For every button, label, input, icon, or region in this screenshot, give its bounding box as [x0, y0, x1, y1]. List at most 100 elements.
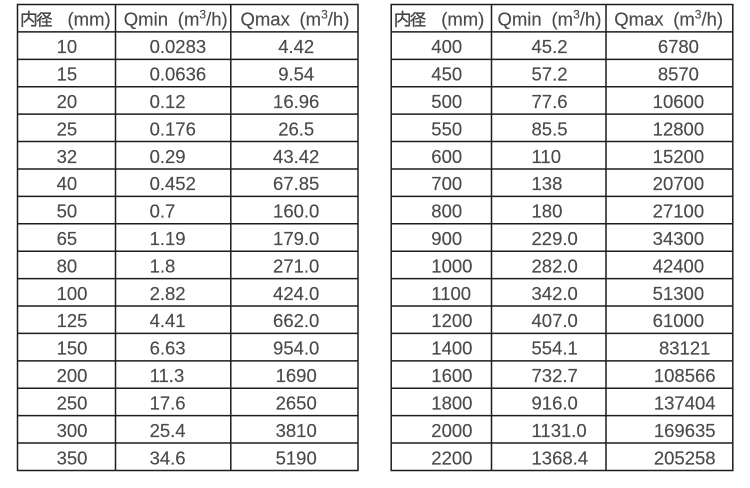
svg-text:407.0: 407.0 — [532, 310, 578, 331]
svg-text:3810: 3810 — [276, 420, 317, 441]
svg-text:8570: 8570 — [658, 64, 699, 85]
svg-text:Qmin: Qmin — [124, 9, 168, 30]
svg-text:900: 900 — [431, 228, 462, 249]
svg-text:61000: 61000 — [653, 310, 704, 331]
svg-text:(m3/h): (m3/h) — [552, 8, 602, 30]
svg-text:169635: 169635 — [654, 420, 716, 441]
svg-text:1.19: 1.19 — [150, 228, 186, 249]
svg-text:17.6: 17.6 — [150, 392, 186, 413]
svg-text:954.0: 954.0 — [273, 338, 319, 359]
svg-text:1400: 1400 — [431, 338, 472, 359]
svg-text:11.3: 11.3 — [150, 365, 185, 386]
svg-text:34300: 34300 — [653, 228, 704, 249]
svg-text:1200: 1200 — [431, 310, 472, 331]
svg-text:34.6: 34.6 — [150, 447, 186, 468]
svg-text:Qmax: Qmax — [241, 9, 291, 30]
svg-text:282.0: 282.0 — [532, 255, 578, 276]
svg-text:800: 800 — [431, 201, 462, 222]
svg-text:1800: 1800 — [431, 392, 472, 413]
svg-text:Qmax: Qmax — [614, 9, 664, 30]
svg-text:271.0: 271.0 — [273, 255, 319, 276]
svg-text:180: 180 — [532, 201, 563, 222]
svg-text:20: 20 — [57, 91, 78, 112]
svg-text:424.0: 424.0 — [273, 283, 319, 304]
svg-text:0.452: 0.452 — [150, 173, 196, 194]
svg-text:137404: 137404 — [654, 392, 716, 413]
svg-text:10600: 10600 — [653, 91, 704, 112]
svg-text:10: 10 — [57, 36, 78, 57]
svg-text:26.5: 26.5 — [278, 118, 314, 139]
svg-text:500: 500 — [431, 91, 462, 112]
svg-text:40: 40 — [57, 173, 78, 194]
svg-text:Qmin: Qmin — [498, 9, 542, 30]
svg-text:150: 150 — [57, 338, 88, 359]
svg-text:(mm): (mm) — [68, 9, 111, 30]
svg-text:25: 25 — [57, 118, 78, 139]
svg-text:108566: 108566 — [654, 365, 716, 386]
svg-text:600: 600 — [431, 146, 462, 167]
svg-text:0.176: 0.176 — [150, 118, 196, 139]
svg-text:450: 450 — [431, 64, 462, 85]
svg-text:77.6: 77.6 — [532, 91, 568, 112]
svg-text:2650: 2650 — [276, 392, 317, 413]
svg-text:(mm): (mm) — [441, 9, 484, 30]
svg-text:5190: 5190 — [276, 447, 317, 468]
svg-text:110: 110 — [532, 146, 562, 167]
svg-text:4.41: 4.41 — [150, 310, 186, 331]
svg-text:179.0: 179.0 — [273, 228, 319, 249]
svg-text:554.1: 554.1 — [532, 338, 578, 359]
svg-text:342.0: 342.0 — [532, 283, 578, 304]
svg-text:2.82: 2.82 — [150, 283, 186, 304]
svg-text:(m3/h): (m3/h) — [178, 8, 228, 30]
svg-text:15200: 15200 — [653, 146, 704, 167]
svg-text:125: 125 — [57, 310, 88, 331]
svg-text:(m3/h): (m3/h) — [300, 8, 350, 30]
svg-text:1.8: 1.8 — [150, 255, 176, 276]
svg-text:6.63: 6.63 — [150, 338, 186, 359]
svg-text:229.0: 229.0 — [532, 228, 578, 249]
svg-text:0.0283: 0.0283 — [150, 36, 207, 57]
svg-text:160.0: 160.0 — [273, 201, 319, 222]
svg-text:43.42: 43.42 — [273, 146, 319, 167]
svg-text:700: 700 — [431, 173, 462, 194]
svg-text:45.2: 45.2 — [532, 36, 568, 57]
svg-text:1368.4: 1368.4 — [532, 447, 589, 468]
svg-text:32: 32 — [57, 146, 78, 167]
svg-text:1600: 1600 — [431, 365, 472, 386]
svg-text:100: 100 — [57, 283, 88, 304]
svg-text:1690: 1690 — [276, 365, 317, 386]
svg-text:550: 550 — [431, 118, 462, 139]
svg-text:200: 200 — [57, 365, 88, 386]
svg-text:0.29: 0.29 — [150, 146, 186, 167]
svg-text:138: 138 — [532, 173, 563, 194]
svg-text:350: 350 — [57, 447, 88, 468]
svg-text:2000: 2000 — [431, 420, 472, 441]
svg-text:0.12: 0.12 — [150, 91, 186, 112]
svg-text:85.5: 85.5 — [532, 118, 568, 139]
svg-text:12800: 12800 — [653, 118, 704, 139]
svg-text:16.96: 16.96 — [273, 91, 319, 112]
svg-text:83121: 83121 — [659, 338, 710, 359]
svg-text:916.0: 916.0 — [532, 392, 578, 413]
svg-text:4.42: 4.42 — [278, 36, 314, 57]
svg-text:(m3/h): (m3/h) — [673, 8, 723, 30]
svg-text:6780: 6780 — [658, 36, 699, 57]
svg-text:51300: 51300 — [653, 283, 704, 304]
svg-text:2200: 2200 — [431, 447, 472, 468]
svg-text:0.0636: 0.0636 — [150, 64, 207, 85]
svg-text:50: 50 — [57, 201, 78, 222]
svg-text:732.7: 732.7 — [532, 365, 578, 386]
svg-text:1100: 1100 — [431, 283, 471, 304]
svg-text:57.2: 57.2 — [532, 64, 568, 85]
svg-text:65: 65 — [57, 228, 78, 249]
svg-text:1131.0: 1131.0 — [532, 420, 587, 441]
svg-text:80: 80 — [57, 255, 78, 276]
svg-text:9.54: 9.54 — [278, 64, 314, 85]
svg-text:0.7: 0.7 — [150, 201, 176, 222]
svg-text:27100: 27100 — [653, 201, 704, 222]
svg-text:205258: 205258 — [654, 447, 716, 468]
svg-text:400: 400 — [431, 36, 462, 57]
svg-text:1000: 1000 — [431, 255, 472, 276]
svg-text:300: 300 — [57, 420, 88, 441]
svg-text:15: 15 — [57, 64, 78, 85]
